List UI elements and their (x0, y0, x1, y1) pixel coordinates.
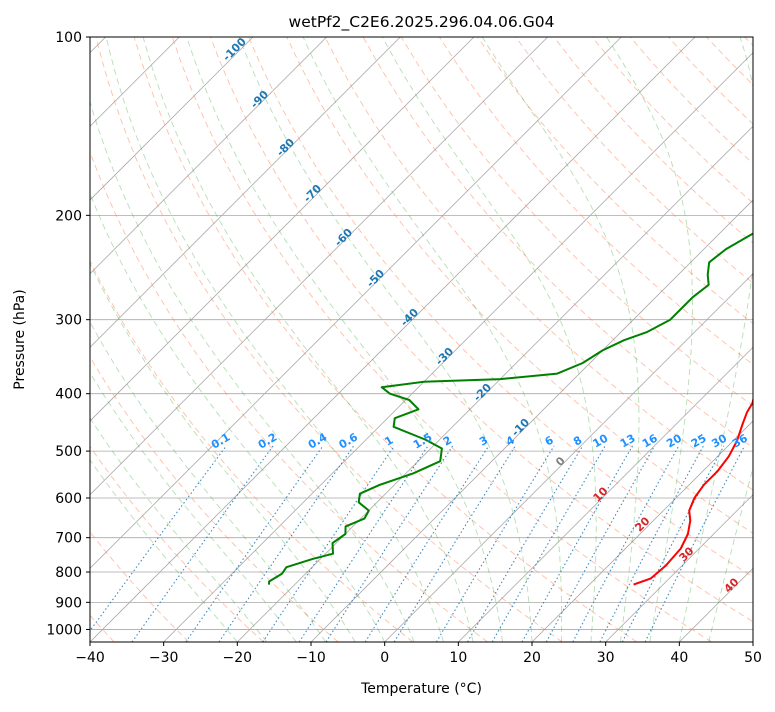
chart-title: wetPf2_C2E6.2025.296.04.06.G04 (289, 13, 555, 32)
y-tick-label: 800 (55, 565, 82, 581)
x-tick-label: 50 (744, 650, 762, 666)
x-tick-label: −20 (223, 650, 253, 666)
x-tick-label: 20 (523, 650, 541, 666)
y-tick-label: 400 (55, 387, 82, 403)
y-tick-label: 300 (55, 313, 82, 329)
x-tick-label: 10 (449, 650, 467, 666)
y-tick-label: 600 (55, 491, 82, 507)
plot-background (90, 37, 753, 642)
y-tick-label: 1000 (46, 622, 82, 638)
x-tick-label: 0 (380, 650, 389, 666)
x-tick-label: −30 (149, 650, 179, 666)
x-tick-label: 40 (670, 650, 688, 666)
y-tick-label: 100 (55, 30, 82, 46)
y-tick-label: 500 (55, 444, 82, 460)
x-tick-label: −10 (296, 650, 326, 666)
y-tick-label: 700 (55, 531, 82, 547)
y-tick-label: 200 (55, 208, 82, 224)
isotherm-line (753, 37, 775, 642)
y-axis-label: Pressure (hPa) (12, 289, 28, 389)
x-tick-label: 30 (597, 650, 615, 666)
x-tick-label: −40 (75, 650, 105, 666)
x-axis-label: Temperature (°C) (360, 681, 482, 697)
y-tick-label: 900 (55, 595, 82, 611)
